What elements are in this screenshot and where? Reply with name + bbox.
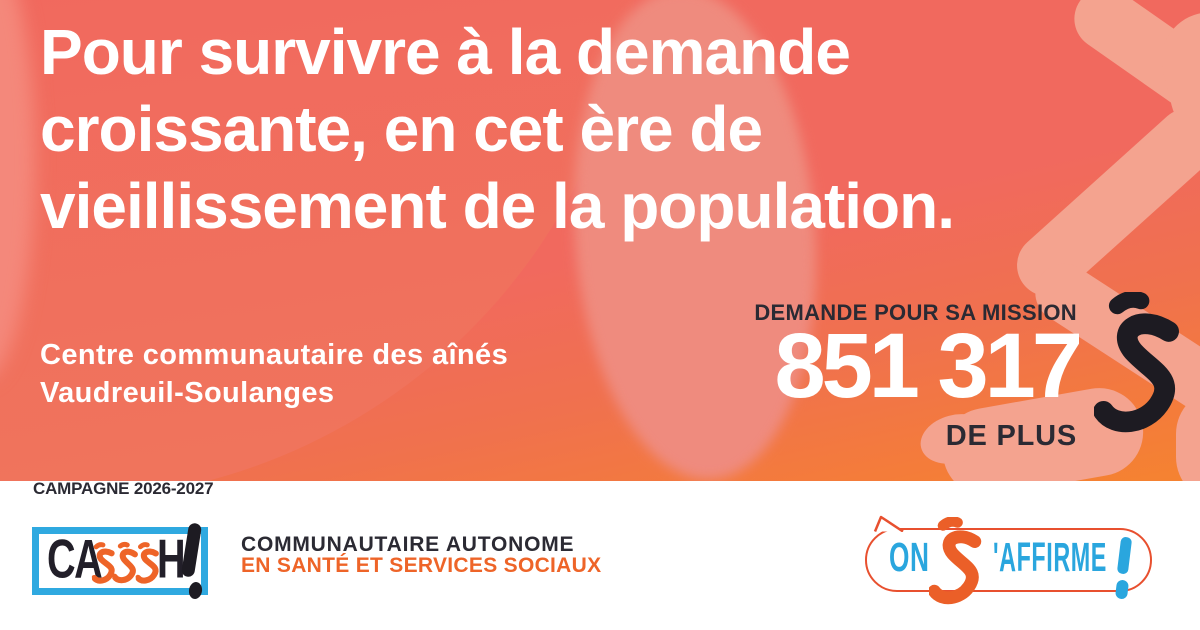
hero-section: Pour survivre à la demande croissante, e… xyxy=(0,0,1200,481)
campaign-year-label: CAMPAGNE 2026-2027 xyxy=(33,479,214,498)
affirme-logo-suffix: 'AFFIRME xyxy=(993,534,1107,580)
headline-line-2: croissante, en cet ère de xyxy=(40,93,763,165)
organization-name: Centre communautaire des aînés Vaudreuil… xyxy=(40,336,508,412)
casssh-logo: CA H xyxy=(32,522,208,600)
exclamation-dot-icon xyxy=(1114,579,1130,600)
on-saffirme-logo: ON 'AFFIRME xyxy=(865,515,1165,615)
tagline-line-1: COMMUNAUTAIRE AUTONOME xyxy=(241,533,575,556)
footer-band: CAMPAGNE 2026-2027 CA H COMMUNAUTAIRE AU… xyxy=(0,479,1200,630)
headline: Pour survivre à la demande croissante, e… xyxy=(40,14,955,245)
headline-line-3: vieillissement de la population. xyxy=(40,170,955,242)
affirme-logo-prefix: ON xyxy=(889,534,930,580)
person-silhouette xyxy=(914,0,1200,481)
mission-amount: 851 317 xyxy=(774,315,1083,417)
organization-line-2: Vaudreuil-Soulanges xyxy=(40,377,335,409)
mission-demand-label: DEMANDE POUR SA MISSION xyxy=(754,300,1077,325)
exclamation-dot-icon xyxy=(187,581,204,600)
organization-line-1: Centre communautaire des aînés xyxy=(40,339,509,371)
brush-dollar-icon xyxy=(1094,292,1186,440)
mission-suffix-label: DE PLUS xyxy=(945,420,1077,452)
tagline: COMMUNAUTAIRE AUTONOME EN SANTÉ ET SERVI… xyxy=(241,533,602,577)
speech-bubble-outline xyxy=(865,528,1152,592)
brush-dollar-icon xyxy=(929,517,985,609)
headline-line-1: Pour survivre à la demande xyxy=(40,16,851,88)
silhouette-thigh xyxy=(1004,95,1200,310)
cash-logo-suffix: H xyxy=(157,527,186,590)
speech-bubble-tail xyxy=(873,515,904,532)
tagline-line-2: EN SANTÉ ET SERVICES SOCIAUX xyxy=(241,554,602,577)
